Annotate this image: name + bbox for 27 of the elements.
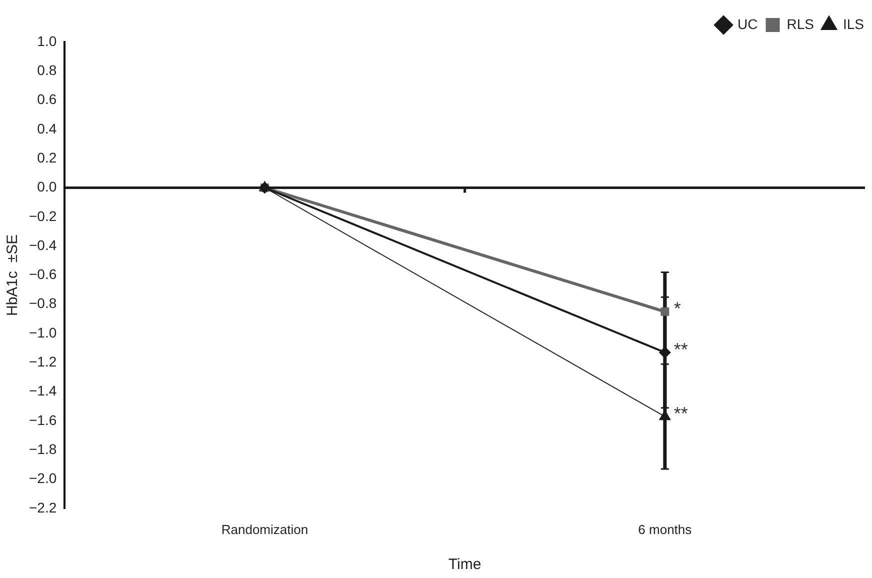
y-tick-label: 1.0: [37, 32, 57, 49]
legend-label: UC: [738, 16, 758, 32]
y-tick-label: 0.8: [37, 62, 57, 78]
x-axis-title: Time: [448, 556, 482, 574]
y-tick-label: 0.4: [37, 120, 57, 136]
x-tick-label: Randomization: [221, 522, 308, 537]
y-tick-label: −2.2: [28, 499, 57, 516]
y-tick-label: −1.2: [28, 354, 57, 370]
y-axis-title: HbA1c ±SE: [4, 234, 22, 316]
y-tick-label: −0.8: [28, 295, 57, 312]
y-tick-label: −0.2: [28, 208, 57, 224]
y-tick-label: 0.6: [37, 91, 57, 108]
y-tick-label: −1.8: [28, 440, 57, 457]
legend-label: RLS: [786, 16, 814, 32]
y-tick-label: −0.6: [28, 266, 57, 282]
annotation: **: [674, 404, 688, 424]
y-tick-label: −1.4: [28, 382, 57, 399]
x-tick-label: 6 months: [638, 522, 692, 537]
y-tick-label: 0.2: [37, 149, 57, 166]
y-tick-label: −1.6: [28, 412, 57, 428]
y-tick-label: −1.0: [28, 324, 57, 340]
y-tick-label: −0.4: [28, 236, 57, 253]
y-tick-label: 0.0: [37, 178, 57, 195]
legend-label: ILS: [842, 16, 864, 32]
y-tick-label: −2.0: [28, 470, 57, 486]
annotation: *: [674, 298, 681, 319]
annotation: **: [674, 339, 688, 360]
